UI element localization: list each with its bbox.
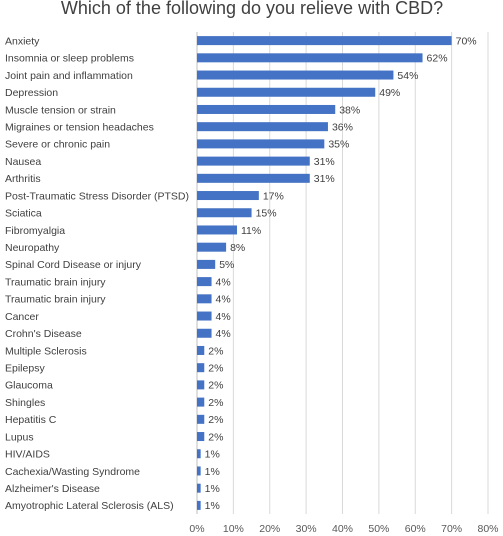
category-label: Hepatitis C — [5, 414, 57, 426]
bar — [197, 156, 310, 166]
bar — [197, 139, 325, 149]
data-label: 1% — [205, 449, 220, 461]
x-axis-ticks: 0% 10% 20% 30% 40% 50% 60% 70% 80% — [189, 523, 498, 535]
bar — [197, 294, 212, 304]
data-label: 17% — [263, 190, 284, 202]
bar — [197, 380, 205, 390]
category-label: Insomnia or sleep problems — [5, 53, 134, 65]
x-tick-label: 20% — [259, 523, 280, 535]
x-tick-label: 30% — [296, 523, 317, 535]
bar — [197, 70, 394, 80]
category-label: Glaucoma — [5, 380, 53, 392]
data-label: 4% — [216, 276, 231, 288]
x-tick-label: 70% — [441, 523, 462, 535]
data-label: 4% — [216, 311, 231, 323]
category-label: Neuropathy — [5, 242, 60, 254]
category-label: Amyotrophic Lateral Sclerosis (ALS) — [5, 500, 174, 512]
category-label: Fibromyalgia — [5, 225, 65, 237]
data-label: 70% — [456, 35, 477, 47]
category-label: Cachexia/Wasting Syndrome — [5, 466, 140, 478]
category-label: Anxiety — [5, 35, 40, 47]
bar — [197, 259, 216, 269]
data-label: 36% — [332, 121, 353, 133]
data-label: 31% — [314, 156, 335, 168]
category-label: Epilepsy — [5, 362, 45, 374]
data-label: 2% — [208, 414, 223, 426]
bar — [197, 414, 205, 424]
data-label: 1% — [205, 483, 220, 495]
data-label: 2% — [208, 345, 223, 357]
bar — [197, 328, 212, 338]
data-label: 11% — [241, 225, 261, 237]
category-label: Muscle tension or strain — [5, 104, 116, 116]
x-tick-label: 0% — [189, 523, 204, 535]
bar — [197, 345, 205, 355]
x-tick-label: 50% — [368, 523, 389, 535]
bar — [197, 483, 201, 493]
bar — [197, 122, 328, 132]
category-label: Cancer — [5, 311, 39, 323]
bar — [197, 277, 212, 287]
bar — [197, 432, 205, 442]
data-label: 1% — [205, 500, 220, 512]
category-label: Spinal Cord Disease or injury — [5, 259, 142, 271]
bar — [197, 87, 376, 97]
data-label: 62% — [427, 53, 448, 65]
category-label: Shingles — [5, 397, 45, 409]
x-tick-label: 10% — [223, 523, 244, 535]
category-label: Depression — [5, 87, 58, 99]
bar — [197, 311, 212, 321]
data-label: 35% — [328, 139, 349, 151]
data-label: 8% — [230, 242, 245, 254]
category-label: Joint pain and inflammation — [5, 70, 133, 82]
category-label: Post-Traumatic Stress Disorder (PTSD) — [5, 190, 189, 202]
bar — [197, 500, 201, 510]
x-tick-label: 40% — [332, 523, 353, 535]
data-label: 38% — [339, 104, 360, 116]
category-label: Multiple Sclerosis — [5, 345, 87, 357]
data-label: 2% — [208, 362, 223, 374]
bar — [197, 242, 227, 252]
bar — [197, 449, 201, 459]
data-label: 49% — [379, 87, 400, 99]
category-label: Traumatic brain injury — [5, 294, 106, 306]
category-label: Lupus — [5, 431, 34, 443]
data-label: 2% — [208, 431, 223, 443]
category-label: Traumatic brain injury — [5, 276, 106, 288]
data-label: 54% — [397, 70, 418, 82]
category-label: Alzheimer's Disease — [5, 483, 100, 495]
data-label: 2% — [208, 397, 223, 409]
category-label: Severe or chronic pain — [5, 139, 110, 151]
category-label: HIV/AIDS — [5, 449, 50, 461]
data-label: 4% — [216, 328, 231, 340]
bar — [197, 53, 423, 63]
bar — [197, 363, 205, 373]
data-label: 2% — [208, 380, 223, 392]
data-label: 5% — [219, 259, 234, 271]
data-label: 4% — [216, 294, 231, 306]
category-label: Crohn's Disease — [5, 328, 82, 340]
x-tick-label: 60% — [405, 523, 426, 535]
data-labels: 70% 62% 54% 49% 38% 36% 35% 31% 31% 17% 15% 11% 8% 5%… — [205, 35, 477, 512]
bar — [197, 208, 252, 218]
data-label: 31% — [314, 173, 335, 185]
x-tick-label: 80% — [477, 523, 498, 535]
bar — [197, 173, 310, 183]
bar — [197, 36, 452, 46]
category-label: Migraines or tension headaches — [5, 121, 154, 133]
category-labels: Anxiety Insomnia or sleep problems Joint p… — [5, 35, 189, 512]
chart-title: Which of the following do you relieve wi… — [61, 0, 443, 18]
bar — [197, 225, 238, 235]
bars — [197, 36, 452, 510]
bar — [197, 191, 259, 201]
bar — [197, 104, 336, 114]
bar — [197, 466, 201, 476]
category-label: Arthritis — [5, 173, 41, 185]
data-label: 1% — [205, 466, 220, 478]
category-label: Sciatica — [5, 208, 42, 220]
category-label: Nausea — [5, 156, 41, 168]
data-label: 15% — [256, 208, 277, 220]
bar — [197, 397, 205, 407]
